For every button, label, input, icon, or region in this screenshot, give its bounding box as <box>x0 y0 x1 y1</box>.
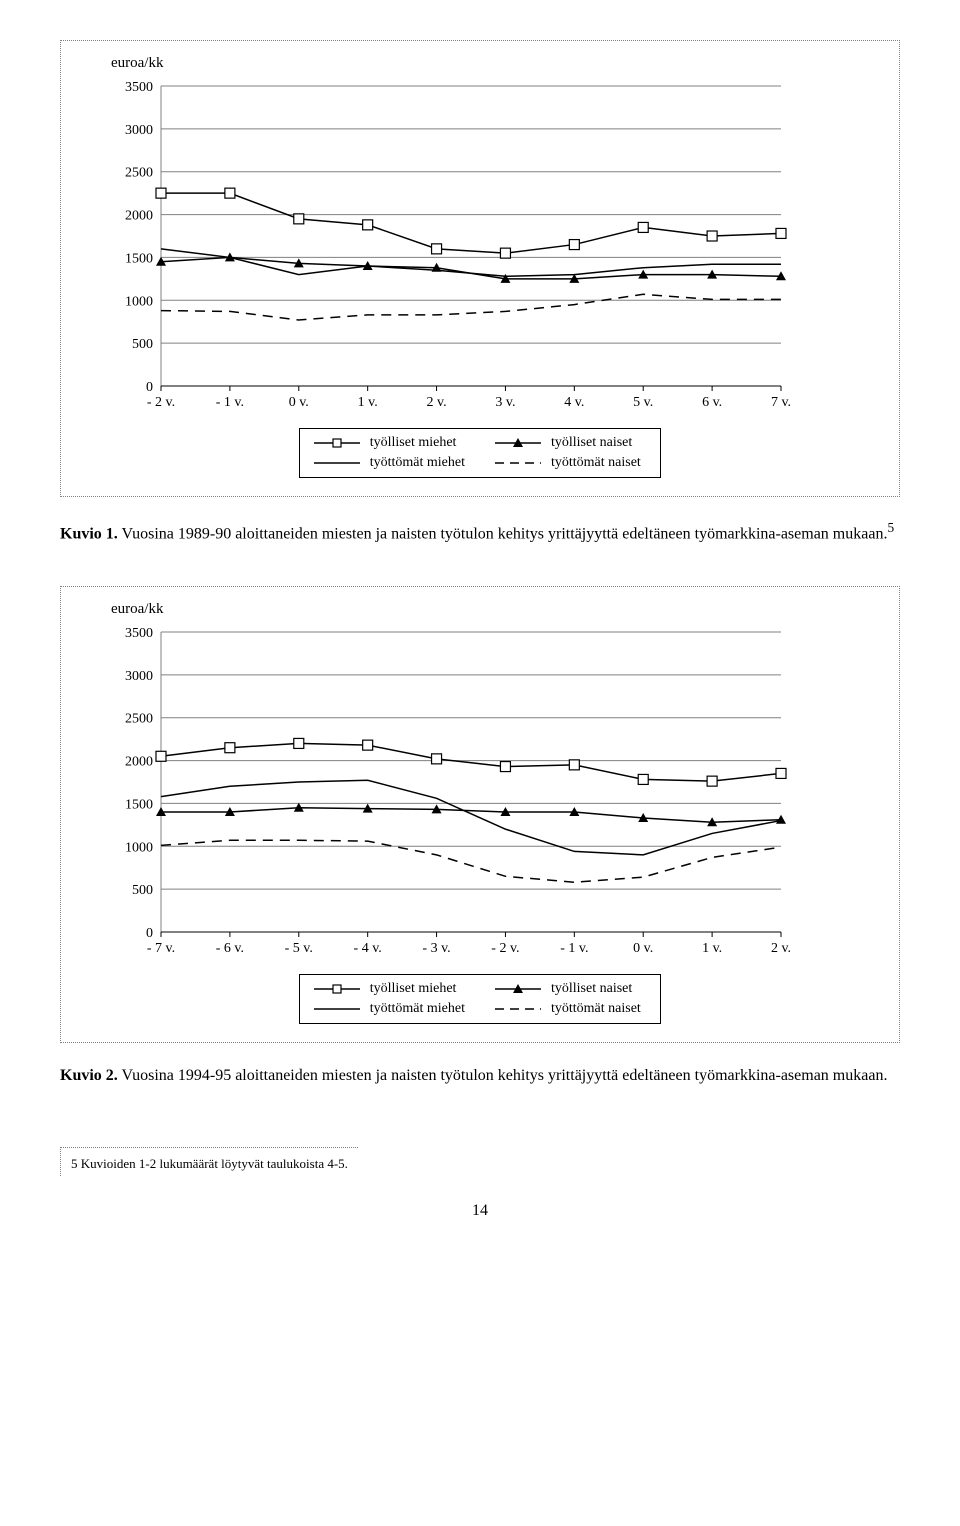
chart1-plot: 0 500 1000 1500 2000 2500 3000 3500 - 2 v. - 1 v.… <box>111 78 849 416</box>
solid-line-icon <box>314 1002 360 1016</box>
caption-2-text: Vuosina 1994-95 aloittaneiden miesten ja… <box>118 1067 888 1084</box>
svg-text:2000: 2000 <box>125 209 153 224</box>
legend-label: työttömät naiset <box>551 1001 641 1017</box>
svg-text:1000: 1000 <box>125 840 153 855</box>
svg-text:4 v.: 4 v. <box>564 395 584 410</box>
page-number: 14 <box>60 1202 900 1220</box>
caption-1: Kuvio 1. Vuosina 1989-90 aloittaneiden m… <box>60 519 900 546</box>
solid-line-icon <box>314 456 360 470</box>
svg-text:500: 500 <box>132 337 153 352</box>
svg-text:- 5 v.: - 5 v. <box>285 941 313 956</box>
caption-1-text: Vuosina 1989-90 aloittaneiden miesten ja… <box>118 525 888 542</box>
svg-text:2 v.: 2 v. <box>771 941 791 956</box>
legend-label: työlliset miehet <box>370 981 457 997</box>
svg-text:- 6 v.: - 6 v. <box>216 941 244 956</box>
svg-text:3500: 3500 <box>125 80 153 95</box>
legend-item-tyottomat-naiset: työttömät naiset <box>495 455 646 471</box>
legend-item-tyolliset-miehet: työlliset miehet <box>314 435 465 451</box>
legend-item-tyolliset-naiset: työlliset naiset <box>495 435 646 451</box>
caption-2-label: Kuvio 2. <box>60 1067 118 1084</box>
svg-text:3500: 3500 <box>125 626 153 641</box>
svg-text:7 v.: 7 v. <box>771 395 791 410</box>
chart2-plot: 0 500 1000 1500 2000 2500 3000 3500 - 7 v. - 6 v.… <box>111 624 849 962</box>
svg-text:2500: 2500 <box>125 166 153 181</box>
svg-text:2500: 2500 <box>125 711 153 726</box>
svg-text:0: 0 <box>146 926 153 941</box>
svg-text:1000: 1000 <box>125 294 153 309</box>
svg-text:- 7 v.: - 7 v. <box>147 941 175 956</box>
svg-text:1 v.: 1 v. <box>702 941 722 956</box>
legend-label: työttömät miehet <box>370 455 465 471</box>
legend-label: työttömät naiset <box>551 455 641 471</box>
chart1-container: euroa/kk 0 500 1000 1500 2000 2500 3000 3500 - 2… <box>60 40 900 497</box>
svg-text:- 1 v.: - 1 v. <box>216 395 244 410</box>
legend-item-tyottomat-miehet: työttömät miehet <box>314 455 465 471</box>
svg-text:0: 0 <box>146 380 153 395</box>
svg-text:3000: 3000 <box>125 123 153 138</box>
triangle-marker-icon <box>495 982 541 996</box>
chart2-ylabel: euroa/kk <box>111 601 849 618</box>
dashed-line-icon <box>495 456 541 470</box>
chart1-legend: työlliset miehet työlliset naiset työttömä… <box>299 428 662 478</box>
svg-text:2000: 2000 <box>125 754 153 769</box>
svg-text:5 v.: 5 v. <box>633 395 653 410</box>
svg-text:0 v.: 0 v. <box>633 941 653 956</box>
svg-text:- 1 v.: - 1 v. <box>560 941 588 956</box>
dashed-line-icon <box>495 1002 541 1016</box>
chart2-container: euroa/kk 0 500 1000 1500 2000 2500 3000 3500 - 7… <box>60 586 900 1043</box>
chart2-legend: työlliset miehet työlliset naiset työttömä… <box>299 974 662 1024</box>
legend-label: työlliset miehet <box>370 435 457 451</box>
svg-text:1500: 1500 <box>125 797 153 812</box>
triangle-marker-icon <box>495 436 541 450</box>
caption-1-sup: 5 <box>887 520 894 535</box>
caption-1-label: Kuvio 1. <box>60 525 118 542</box>
legend-label: työlliset naiset <box>551 981 632 997</box>
svg-text:- 2 v.: - 2 v. <box>491 941 519 956</box>
svg-text:1 v.: 1 v. <box>358 395 378 410</box>
svg-text:0 v.: 0 v. <box>289 395 309 410</box>
svg-text:- 4 v.: - 4 v. <box>354 941 382 956</box>
square-marker-icon <box>314 436 360 450</box>
square-marker-icon <box>314 982 360 996</box>
legend-item-tyolliset-naiset: työlliset naiset <box>495 981 646 997</box>
svg-text:- 2 v.: - 2 v. <box>147 395 175 410</box>
caption-2: Kuvio 2. Vuosina 1994-95 aloittaneiden m… <box>60 1065 900 1087</box>
legend-label: työlliset naiset <box>551 435 632 451</box>
legend-label: työttömät miehet <box>370 1001 465 1017</box>
legend-item-tyolliset-miehet: työlliset miehet <box>314 981 465 997</box>
legend-item-tyottomat-naiset: työttömät naiset <box>495 1001 646 1017</box>
svg-text:3 v.: 3 v. <box>495 395 515 410</box>
svg-text:- 3 v.: - 3 v. <box>422 941 450 956</box>
svg-text:2 v.: 2 v. <box>427 395 447 410</box>
legend-item-tyottomat-miehet: työttömät miehet <box>314 1001 465 1017</box>
footnote: 5 Kuvioiden 1-2 lukumäärät löytyvät taul… <box>60 1147 358 1176</box>
svg-text:6 v.: 6 v. <box>702 395 722 410</box>
svg-text:500: 500 <box>132 883 153 898</box>
svg-text:1500: 1500 <box>125 251 153 266</box>
chart1-ylabel: euroa/kk <box>111 55 849 72</box>
svg-text:3000: 3000 <box>125 669 153 684</box>
